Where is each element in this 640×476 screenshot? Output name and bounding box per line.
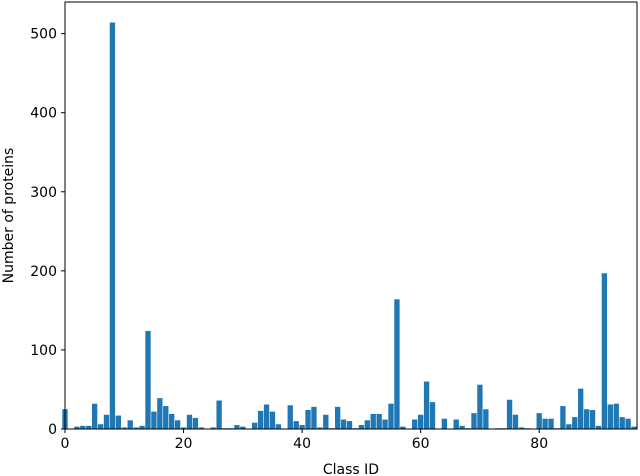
bar-class-81 — [542, 418, 548, 429]
bar-class-42 — [311, 406, 317, 429]
bar-class-96 — [631, 426, 637, 429]
bar-class-44 — [323, 414, 329, 429]
bar-class-69 — [471, 413, 477, 429]
bar-class-89 — [589, 410, 596, 429]
bar-class-29 — [234, 425, 240, 429]
bar-class-64 — [441, 418, 448, 429]
bar-class-54 — [382, 419, 388, 429]
y-axis-label: Number of proteins — [1, 148, 17, 284]
bar-class-91 — [601, 273, 608, 429]
bar-class-80 — [536, 413, 542, 429]
bar-class-33 — [257, 410, 264, 429]
bar-class-15 — [151, 411, 157, 429]
bar-class-12 — [133, 427, 139, 429]
bar-class-36 — [275, 424, 282, 429]
axes-group: 0 20 40 60 80 0 100 200 300 400 500 — [30, 1, 638, 452]
bar-class-17 — [163, 406, 169, 429]
bar-class-30 — [240, 426, 246, 429]
bar-class-50 — [358, 425, 365, 429]
y-tick-label: 300 — [30, 185, 57, 201]
bar-class-19 — [174, 420, 181, 429]
bar-class-51 — [364, 420, 370, 429]
bar-class-46 — [334, 406, 341, 429]
bar-class-13 — [139, 425, 145, 429]
bar-class-85 — [566, 424, 572, 429]
bar-class-7 — [103, 414, 110, 429]
bar-class-93 — [613, 403, 619, 429]
plot-frame — [64, 1, 638, 430]
bar-class-62 — [429, 402, 436, 429]
y-tick-label: 0 — [48, 422, 57, 438]
bar-class-75 — [506, 399, 513, 429]
bar-class-52 — [370, 413, 376, 429]
bar-class-8 — [109, 22, 116, 429]
bar-class-71 — [483, 409, 489, 429]
bar-class-76 — [512, 414, 519, 429]
bar-class-39 — [293, 421, 299, 429]
x-tick-label: 60 — [412, 436, 430, 452]
bar-class-77 — [518, 427, 525, 429]
bar-class-60 — [417, 414, 424, 429]
x-tick-label: 20 — [175, 436, 193, 452]
bar-class-53 — [376, 413, 382, 429]
bar-class-9 — [115, 415, 122, 429]
bar-class-16 — [157, 398, 163, 429]
bar-class-95 — [625, 418, 631, 429]
bar-class-67 — [459, 425, 465, 429]
bar-class-3 — [80, 425, 86, 429]
x-axis-label: Class ID — [323, 462, 379, 476]
bar-class-59 — [412, 419, 418, 429]
bar-class-22 — [192, 417, 199, 429]
y-tick-label: 400 — [30, 106, 57, 122]
bar-class-10 — [121, 427, 127, 429]
bar-class-6 — [97, 424, 104, 429]
bar-class-14 — [145, 330, 151, 429]
bar-class-87 — [578, 388, 584, 429]
bar-class-18 — [169, 413, 175, 429]
bar-class-92 — [607, 404, 613, 429]
x-tick-label: 80 — [530, 436, 548, 452]
bar-class-20 — [180, 427, 187, 429]
bar-class-43 — [317, 427, 323, 429]
bar-class-32 — [252, 422, 258, 429]
bar-class-94 — [619, 417, 625, 429]
bar-class-38 — [287, 405, 293, 429]
bars-group — [62, 22, 637, 429]
x-tick-label: 40 — [293, 436, 311, 452]
bar-class-11 — [127, 420, 133, 429]
bar-class-5 — [91, 403, 98, 429]
bar-class-88 — [583, 409, 590, 429]
bar-class-90 — [595, 425, 602, 429]
bar-class-82 — [548, 418, 554, 429]
bar-class-26 — [216, 400, 222, 429]
bar-class-23 — [198, 427, 204, 429]
bar-class-21 — [186, 414, 193, 429]
bar-class-25 — [210, 427, 216, 429]
bar-class-47 — [340, 419, 347, 429]
bar-class-48 — [346, 421, 353, 429]
y-tick-label: 500 — [30, 27, 57, 43]
y-tick-label: 200 — [30, 264, 57, 280]
bar-class-86 — [572, 417, 578, 429]
bar-class-61 — [423, 381, 430, 429]
bar-class-35 — [269, 411, 276, 429]
bar-class-84 — [560, 406, 566, 429]
x-tick-label: 0 — [61, 436, 70, 452]
bar-class-40 — [299, 425, 305, 429]
bar-class-70 — [477, 384, 483, 429]
bar-class-55 — [388, 403, 394, 429]
y-tick-label: 100 — [30, 343, 57, 359]
bar-class-4 — [86, 425, 92, 429]
bar-class-56 — [394, 299, 400, 429]
bar-class-66 — [453, 419, 459, 429]
bar-class-2 — [74, 426, 80, 429]
bar-class-41 — [305, 410, 311, 429]
bar-class-57 — [400, 426, 406, 429]
bar-class-34 — [263, 404, 270, 429]
